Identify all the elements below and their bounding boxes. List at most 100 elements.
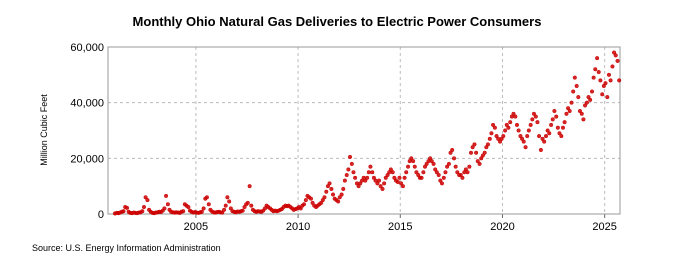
point xyxy=(376,178,382,183)
point xyxy=(538,147,543,153)
point xyxy=(446,161,451,166)
point xyxy=(523,145,528,150)
point xyxy=(163,193,169,198)
point xyxy=(530,117,535,122)
point xyxy=(567,108,572,114)
point xyxy=(436,172,441,178)
point xyxy=(227,199,232,204)
y-axis-title: Million Cubic Feet xyxy=(39,94,49,166)
point xyxy=(199,209,204,214)
point xyxy=(249,203,254,208)
point xyxy=(204,195,209,200)
point xyxy=(445,164,450,169)
point xyxy=(528,122,533,127)
point xyxy=(477,161,482,166)
point xyxy=(220,210,225,215)
point xyxy=(576,95,581,100)
point xyxy=(571,89,576,94)
x-tick-label: 2025 xyxy=(592,221,616,233)
point xyxy=(400,184,405,189)
point xyxy=(301,202,307,207)
point xyxy=(411,159,416,164)
point xyxy=(460,175,465,180)
point xyxy=(141,204,147,210)
point xyxy=(429,159,434,164)
point xyxy=(414,170,419,175)
point xyxy=(225,195,230,200)
point xyxy=(366,170,371,175)
point xyxy=(368,164,373,169)
point xyxy=(593,67,598,72)
point xyxy=(412,164,417,169)
point xyxy=(342,178,347,183)
point xyxy=(443,170,448,175)
point xyxy=(521,139,526,144)
point xyxy=(165,202,170,207)
point xyxy=(542,139,547,144)
point xyxy=(550,117,555,122)
point xyxy=(595,56,600,61)
point xyxy=(572,75,577,80)
point xyxy=(617,78,622,83)
x-tick-label: 2010 xyxy=(286,221,310,233)
point xyxy=(615,58,620,63)
point xyxy=(581,117,586,122)
point xyxy=(557,131,562,136)
point xyxy=(388,167,393,172)
point xyxy=(421,170,426,175)
point xyxy=(322,195,327,200)
point xyxy=(511,111,516,116)
point xyxy=(584,100,589,105)
point xyxy=(327,181,332,186)
point xyxy=(245,200,250,205)
point xyxy=(121,209,126,214)
point xyxy=(474,150,479,155)
point xyxy=(181,209,186,214)
point xyxy=(543,134,549,139)
point xyxy=(606,72,612,77)
point xyxy=(603,81,608,86)
x-tick-label: 2015 xyxy=(388,221,412,233)
point xyxy=(341,186,346,191)
point xyxy=(560,125,566,130)
point xyxy=(349,161,354,166)
point xyxy=(485,142,491,147)
point xyxy=(353,175,358,180)
point xyxy=(145,198,150,203)
point xyxy=(336,199,341,204)
point xyxy=(613,53,618,58)
y-tick-label: 40,000 xyxy=(70,98,104,110)
point xyxy=(206,202,211,207)
point xyxy=(380,186,385,191)
point xyxy=(564,111,569,116)
point xyxy=(344,172,349,178)
point xyxy=(549,122,554,127)
point xyxy=(378,184,383,189)
point xyxy=(223,203,228,208)
point xyxy=(358,181,363,186)
point xyxy=(337,195,342,200)
point xyxy=(554,114,559,119)
point xyxy=(600,92,605,97)
point xyxy=(531,111,537,116)
point xyxy=(402,175,407,180)
point xyxy=(588,97,593,102)
point xyxy=(525,134,530,139)
point xyxy=(399,181,404,186)
point xyxy=(467,164,472,169)
point xyxy=(582,103,588,108)
point xyxy=(468,150,474,155)
point xyxy=(516,128,521,133)
point xyxy=(186,204,191,210)
point xyxy=(508,120,513,125)
point xyxy=(409,156,414,161)
source-note: Source: U.S. Energy Information Administ… xyxy=(32,243,221,253)
point xyxy=(547,131,552,136)
point xyxy=(405,164,411,169)
point xyxy=(482,150,487,155)
x-tick-label: 2005 xyxy=(184,221,208,233)
point xyxy=(351,170,356,175)
point xyxy=(308,196,314,201)
point xyxy=(329,186,334,191)
